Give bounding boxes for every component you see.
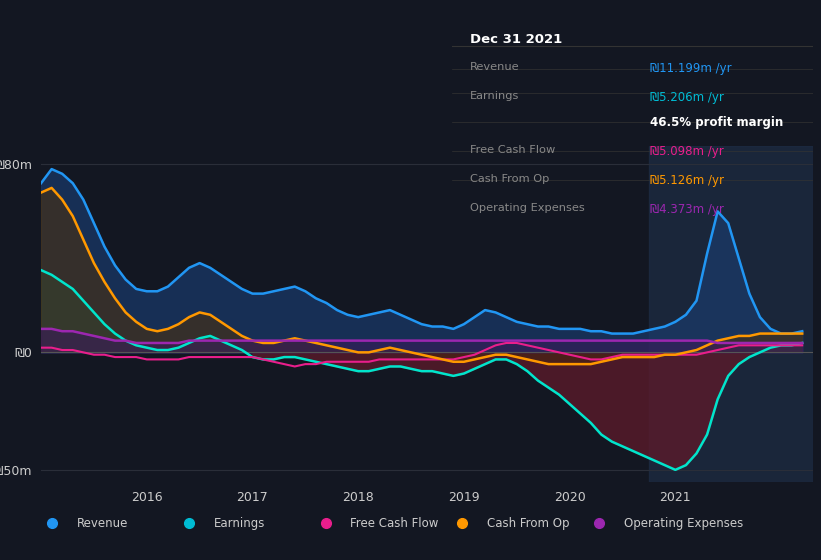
Text: Free Cash Flow: Free Cash Flow xyxy=(351,516,438,530)
Text: 46.5% profit margin: 46.5% profit margin xyxy=(650,116,783,129)
Text: Dec 31 2021: Dec 31 2021 xyxy=(470,34,562,46)
Text: Operating Expenses: Operating Expenses xyxy=(624,516,743,530)
Text: Operating Expenses: Operating Expenses xyxy=(470,203,585,213)
Text: ₪5.126m /yr: ₪5.126m /yr xyxy=(650,174,724,187)
Text: Earnings: Earnings xyxy=(213,516,265,530)
Text: ₪11.199m /yr: ₪11.199m /yr xyxy=(650,62,732,76)
Text: ₪5.098m /yr: ₪5.098m /yr xyxy=(650,145,724,158)
Text: Cash From Op: Cash From Op xyxy=(470,174,549,184)
Text: Cash From Op: Cash From Op xyxy=(487,516,570,530)
Text: Revenue: Revenue xyxy=(76,516,128,530)
Text: ₪4.373m /yr: ₪4.373m /yr xyxy=(650,203,724,216)
Text: Free Cash Flow: Free Cash Flow xyxy=(470,145,555,155)
Text: Revenue: Revenue xyxy=(470,62,519,72)
Bar xyxy=(649,146,813,482)
Text: ₪5.206m /yr: ₪5.206m /yr xyxy=(650,91,724,104)
Text: Earnings: Earnings xyxy=(470,91,519,101)
